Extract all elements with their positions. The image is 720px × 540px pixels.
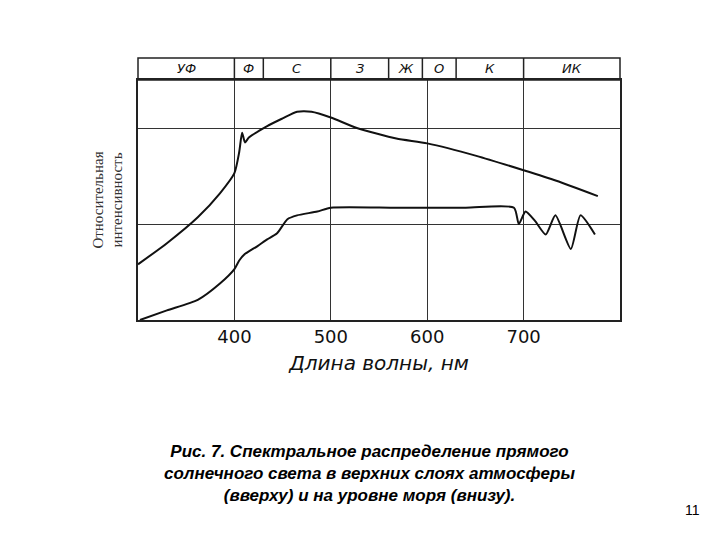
svg-text:500: 500 [314, 326, 348, 347]
svg-text:11: 11 [685, 502, 700, 518]
svg-text:600: 600 [410, 326, 444, 347]
svg-text:400: 400 [217, 326, 251, 347]
svg-text:УФ: УФ [177, 61, 196, 76]
svg-text:З: З [356, 61, 364, 76]
svg-text:К: К [485, 61, 495, 76]
svg-text:700: 700 [506, 326, 540, 347]
svg-text:Длина волны, нм: Длина волны, нм [288, 351, 469, 375]
svg-text:О: О [434, 61, 444, 76]
svg-text:ИК: ИК [562, 61, 582, 76]
svg-text:Ф: Ф [243, 61, 254, 76]
svg-text:Относительнаяинтенсивность: Относительнаяинтенсивность [90, 151, 126, 248]
svg-text:Ж: Ж [398, 61, 414, 76]
svg-text:С: С [292, 61, 302, 76]
svg-text:Рис. 7. Спектральное распредел: Рис. 7. Спектральное распределение прямо… [164, 442, 575, 505]
